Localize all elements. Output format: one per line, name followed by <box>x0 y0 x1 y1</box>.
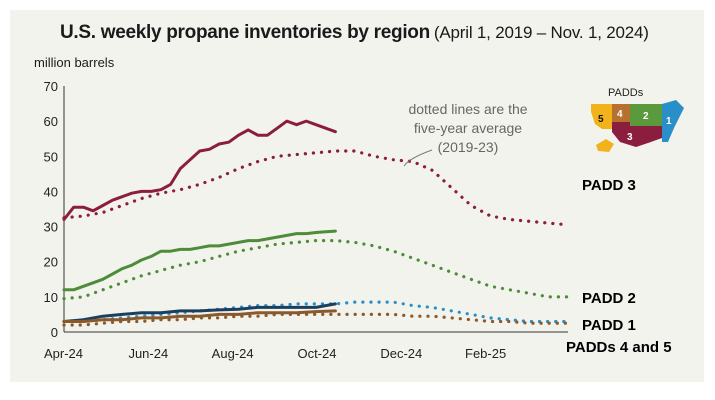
series-line-padd-3 <box>62 119 337 221</box>
series-line-padds-4-and-5 <box>62 309 337 323</box>
map-label-4: 4 <box>617 109 623 120</box>
x-tick-label: Jun-24 <box>128 346 168 361</box>
series-line-padds-4-and-5-five-year-average <box>62 312 570 327</box>
series-line-padd-1 <box>62 302 337 323</box>
y-tick-label: 70 <box>44 79 58 94</box>
y-tick-label: 0 <box>51 325 58 340</box>
annotation-pointer <box>403 149 433 167</box>
label-padd2: PADD 2 <box>582 290 636 307</box>
y-tick-label: 60 <box>44 114 58 129</box>
x-tick-label: Aug-24 <box>212 346 254 361</box>
y-tick-labels: 0 10 20 30 40 50 60 70 <box>44 79 58 340</box>
series-line-padd-1-five-year-average <box>62 300 570 324</box>
padd3-region <box>612 122 662 147</box>
x-tick-label: Feb-25 <box>465 346 506 361</box>
padd4-region <box>612 104 630 122</box>
y-tick-label: 20 <box>44 255 58 270</box>
alaska-region <box>596 139 614 152</box>
map-label-2: 2 <box>643 111 649 122</box>
y-tick-label: 50 <box>44 149 58 164</box>
padd1-region <box>662 100 684 142</box>
map-title: PADDs <box>608 87 644 99</box>
x-tick-label: Apr-24 <box>44 346 83 361</box>
y-tick-label: 30 <box>44 220 58 235</box>
series-line-padd-3-five-year-average <box>62 149 570 227</box>
annotation-line-3: (2019-23) <box>438 139 499 155</box>
map-label-1: 1 <box>666 116 672 127</box>
label-padd1: PADD 1 <box>582 317 636 334</box>
padd5-region <box>591 104 612 129</box>
x-tick-labels: Apr-24 Jun-24 Aug-24 Oct-24 Dec-24 Feb-25 <box>44 346 506 361</box>
y-axis-units: million barrels <box>34 55 115 70</box>
padd-map-icon: PADDs 5 4 2 1 3 <box>591 87 684 152</box>
chart-subtitle: (April 1, 2019 – Nov. 1, 2024) <box>433 23 649 42</box>
annotation-line-1: dotted lines are the <box>408 101 527 117</box>
label-padd3: PADD 3 <box>582 177 636 194</box>
y-tick-label: 10 <box>44 290 58 305</box>
x-tick-label: Oct-24 <box>297 346 336 361</box>
series-line-padd-2 <box>62 229 337 292</box>
map-label-5: 5 <box>598 114 604 125</box>
map-label-3: 3 <box>627 132 633 143</box>
label-padd45: PADDs 4 and 5 <box>566 339 672 356</box>
series-group <box>62 119 570 327</box>
chart-title-line: U.S. weekly propane inventories by regio… <box>60 22 649 44</box>
annotation-line-2: five-year average <box>414 120 522 136</box>
y-tick-label: 40 <box>44 184 58 199</box>
padd2-region <box>630 104 662 126</box>
series-line-padd-2-five-year-average <box>62 239 570 301</box>
x-tick-label: Dec-24 <box>380 346 422 361</box>
chart-title: U.S. weekly propane inventories by regio… <box>60 22 430 43</box>
